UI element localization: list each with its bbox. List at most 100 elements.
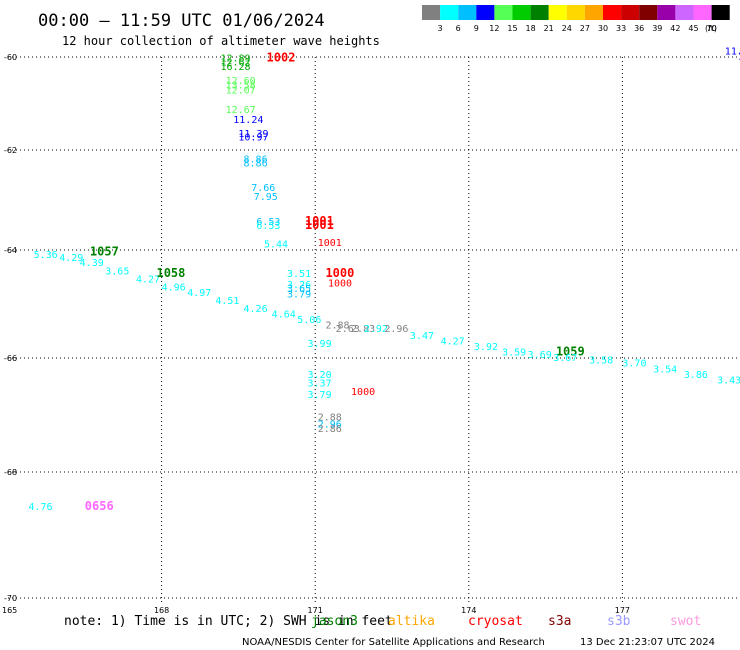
colorbar-swatch <box>639 5 658 20</box>
colorbar-swatch <box>548 5 567 20</box>
wave-height-label: 12.60 <box>226 76 256 87</box>
wave-height-label: 10.97 <box>238 133 268 144</box>
colorbar-tick-label: 45 <box>688 24 698 33</box>
colorbar-tick-label: 42 <box>670 24 680 33</box>
y-tick-label: -62 <box>4 146 17 155</box>
wave-height-label: 11.24 <box>233 115 263 126</box>
wave-height-label: 12.67 <box>226 105 256 116</box>
wave-height-label: 7.95 <box>254 192 278 203</box>
colorbar: 3 6 9 12 15 18 21 24 27 30 33 36 39 42 45 70 <box>422 5 730 33</box>
legend-item-s3b: s3b <box>607 614 631 629</box>
wave-height-label: 5.44 <box>264 240 288 251</box>
wave-height-label: 3.51 <box>287 269 311 280</box>
wave-height-label: 1057 <box>90 244 119 258</box>
wave-height-label: 5.06 <box>297 315 321 326</box>
colorbar-swatch <box>584 5 603 20</box>
wave-height-label: 3.79 <box>287 290 311 301</box>
wave-height-label: 0656 <box>85 499 114 513</box>
wave-height-label: 2.88 <box>318 413 342 424</box>
colorbar-swatch <box>693 5 712 20</box>
wave-height-label: 3.37 <box>308 379 332 390</box>
chart-subtitle: 12 hour collection of altimeter wave hei… <box>62 34 380 48</box>
wave-height-label: 4.64 <box>272 310 296 321</box>
wave-height-label: 2.83 <box>351 324 375 335</box>
note-text: note: 1) Time is in UTC; 2) SWH is in fe… <box>64 614 393 629</box>
wave-height-label: 5.36 <box>34 250 58 261</box>
wave-height-label: 3.58 <box>589 356 613 367</box>
wave-height-label: 4.26 <box>244 304 268 315</box>
wave-height-label: 3.26 <box>287 280 311 291</box>
wave-height-label: 1059 <box>556 344 585 358</box>
colorbar-swatch <box>530 5 549 20</box>
wave-height-label: 1001 <box>305 218 334 232</box>
wave-height-label: 2.96 <box>318 420 342 431</box>
legend-item-cryosat: cryosat <box>468 614 523 629</box>
wave-height-label: 2.96 <box>384 324 408 335</box>
wave-height-label: 1000 <box>351 387 375 398</box>
x-tick-label: 171 <box>308 606 323 615</box>
chart-title: 00:00 – 11:59 UTC 01/06/2024 <box>38 11 325 31</box>
colorbar-tick-label: 6 <box>456 24 461 33</box>
colorbar-swatch <box>621 5 640 20</box>
wave-height-label: 4.97 <box>187 288 211 299</box>
wave-height-label: 3.20 <box>308 370 332 381</box>
wave-height-label: 3.69 <box>528 350 552 361</box>
x-tick-label: 168 <box>154 606 169 615</box>
wave-height-label: 1001 <box>318 238 342 249</box>
colorbar-unit: (ft) <box>705 24 717 33</box>
wave-height-label: 2.92 <box>364 324 388 335</box>
wave-height-label: 2.88 <box>325 320 349 331</box>
colorbar-tick-label: 15 <box>507 24 517 33</box>
wave-height-label: 12.07 <box>226 85 256 96</box>
colorbar-swatch <box>494 5 513 20</box>
timestamp-text: 13 Dec 21:23:07 UTC 2024 <box>580 637 715 648</box>
wave-height-label: 6.53 <box>256 221 280 232</box>
wave-height-label: 3.92 <box>474 342 498 353</box>
wave-height-label: 12.62 <box>220 57 250 68</box>
wave-height-label: 3.79 <box>308 390 332 401</box>
colorbar-swatch <box>512 5 531 20</box>
colorbar-tick-label: 9 <box>474 24 479 33</box>
colorbar-tick-label: 70 <box>707 24 717 33</box>
wave-height-label: 8.86 <box>244 159 268 170</box>
colorbar-swatch <box>440 5 459 20</box>
wave-height-label: 1058 <box>156 266 185 280</box>
wave-height-label: 11.39 <box>238 129 268 140</box>
colorbar-swatch <box>657 5 676 20</box>
colorbar-tick-label: 24 <box>562 24 572 33</box>
colorbar-tick-label: 12 <box>489 24 499 33</box>
colorbar-tick-label: 30 <box>598 24 608 33</box>
wave-height-label: 3.47 <box>410 331 434 342</box>
wave-height-label: 3.99 <box>308 339 332 350</box>
y-tick-label: -60 <box>4 53 17 62</box>
x-tick-labels: 165 168 171 174 177 <box>2 606 630 615</box>
y-tick-label: -64 <box>4 246 17 255</box>
colorbar-tick-label: 33 <box>616 24 626 33</box>
legend-item-altika: altika <box>388 614 435 629</box>
wave-height-label: 4.27 <box>441 337 465 348</box>
wave-height-label: 3.70 <box>622 359 646 370</box>
colorbar-swatch <box>603 5 622 20</box>
colorbar-swatch <box>675 5 694 20</box>
wave-height-label: 4.29 <box>59 253 83 264</box>
legend-item-jason3: jason3 <box>311 614 358 629</box>
satellite-legend: jason3 altika cryosat s3a s3b swot <box>311 614 701 629</box>
colorbar-tick-label: 27 <box>580 24 590 33</box>
legend-item-swot: swot <box>670 614 701 629</box>
wave-height-label: 3.67 <box>553 353 577 364</box>
wave-height-label: 3.54 <box>653 364 677 375</box>
credit-text: NOAA/NESDIS Center for Satellite Applica… <box>242 637 545 648</box>
colorbar-swatch <box>458 5 477 20</box>
x-tick-label: 177 <box>615 606 630 615</box>
colorbar-swatch <box>566 5 585 20</box>
wave-height-label: 4.96 <box>162 283 186 294</box>
wave-height-label: 4.51 <box>215 296 239 307</box>
wave-height-label: 3.65 <box>287 284 311 295</box>
y-tick-labels: -60 -62 -64 -66 -68 -70 <box>4 53 17 603</box>
x-tick-label: 174 <box>461 606 476 615</box>
colorbar-swatch <box>711 5 730 20</box>
wave-height-label: 16.28 <box>220 62 250 73</box>
wave-height-label: 1002 <box>267 51 296 65</box>
y-tick-label: -68 <box>4 468 17 477</box>
